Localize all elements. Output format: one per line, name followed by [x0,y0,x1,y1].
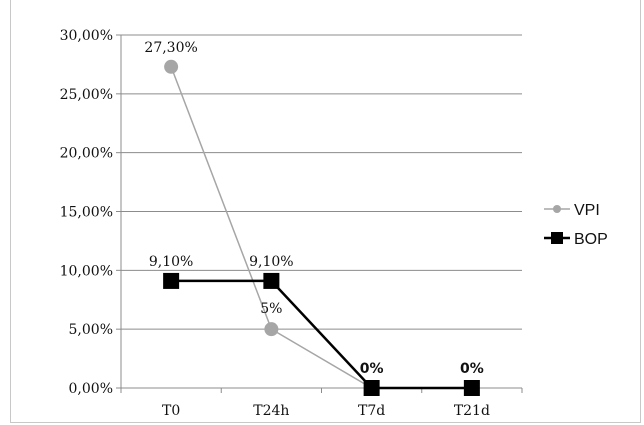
legend-label-bop: BOP [574,231,608,248]
data-point-bop [163,272,180,289]
y-tick-label: 25,00% [60,87,113,103]
data-point-vpi [264,322,279,337]
legend-marker-bop [551,232,563,244]
x-tick-label: T7d [358,403,385,419]
series-line-bop [171,279,472,390]
gridlines [116,34,522,389]
data-point-bop [263,272,280,289]
legend-marker-vpi [553,205,561,213]
data-label: 0% [360,361,384,377]
series-layer [163,59,480,396]
chart-frame [10,0,641,423]
data-point-bop [463,380,480,396]
data-label: 9,10% [149,254,193,270]
series-line-vpi [170,66,373,389]
legend-label-vpi: VPI [574,202,600,219]
x-axis [120,35,523,393]
x-tick-label: T24h [253,403,289,419]
x-axis-ticks: T0 T24h T7d T21d [162,403,490,419]
data-point-bop [363,380,380,396]
y-tick-label: 20,00% [60,146,113,162]
data-label: 0% [460,361,484,377]
data-label: 27,30% [144,40,197,56]
x-tick-label: T0 [162,403,180,419]
data-label: 9,10% [249,254,293,270]
data-label: 5% [260,301,282,317]
y-tick-label: 0,00% [69,381,113,397]
legend: VPI BOP [544,202,608,248]
data-labels: 27,30% 5% 9,10% 9,10% 0% 0% [144,40,483,377]
y-tick-label: 5,00% [69,322,113,338]
data-point-vpi [164,59,179,74]
y-tick-label: 30,00% [60,28,113,44]
y-tick-label: 10,00% [60,263,113,279]
y-axis-ticks: 0,00% 5,00% 10,00% 15,00% 20,00% 25,00% 30,00% [60,28,113,397]
y-tick-label: 15,00% [60,205,113,221]
x-tick-label: T21d [454,403,490,419]
